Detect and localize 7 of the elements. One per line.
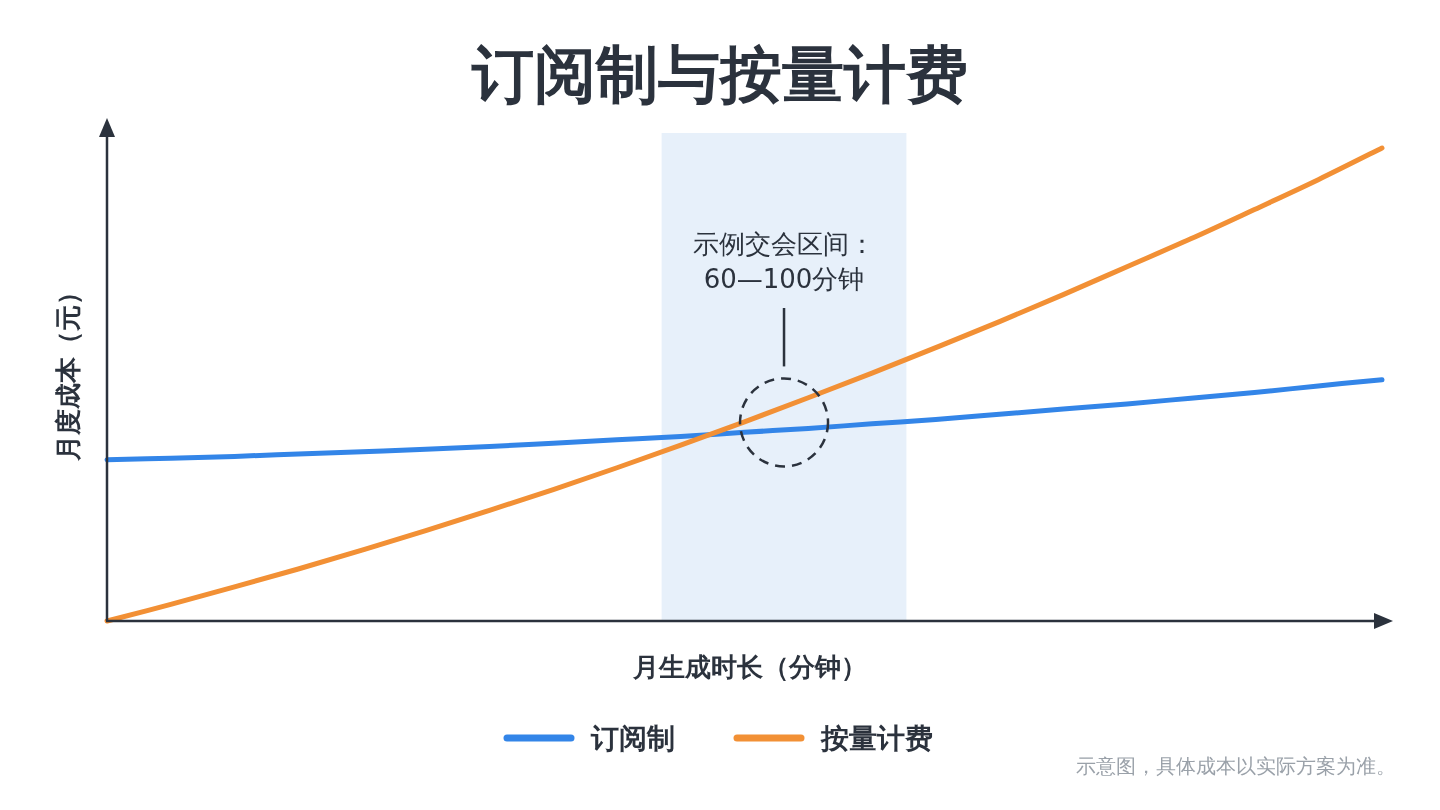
legend-label: 订阅制 (590, 722, 675, 755)
chart-title: 订阅制与按量计费 (471, 38, 968, 111)
y-axis-title: 月度成本（元） (53, 279, 83, 462)
text: 示意图，具体成本以实际方案为准。 (1076, 754, 1396, 778)
annotation: 示例交会区间： 60—100分钟 (693, 229, 876, 294)
legend-label: 按量计费 (820, 722, 933, 755)
x-axis-title: 月生成时长（分钟） (632, 652, 867, 682)
